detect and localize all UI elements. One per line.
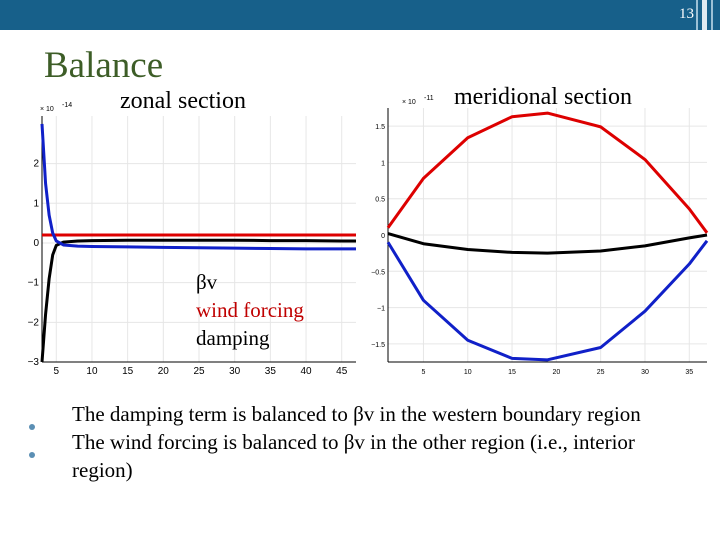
series-line bbox=[387, 232, 708, 255]
slide-title: Balance bbox=[44, 45, 164, 86]
bullet-item: The damping term is balanced to βv in th… bbox=[28, 400, 698, 430]
y-tick-label: 2 bbox=[33, 159, 39, 170]
y-tick-label: 1 bbox=[381, 160, 385, 167]
x-tick-label: 30 bbox=[641, 369, 649, 376]
x-tick-label: 5 bbox=[53, 366, 59, 377]
top-bar-stripe bbox=[702, 0, 707, 30]
top-bar: 13 bbox=[0, 0, 720, 30]
bullet-text: The damping term is balanced to βv in th… bbox=[72, 402, 641, 426]
y-tick-label: −1.5 bbox=[371, 342, 385, 349]
zonal-chart-title: zonal section bbox=[120, 88, 246, 114]
y-tick-label: −0.5 bbox=[371, 269, 385, 276]
x-tick-label: 20 bbox=[552, 369, 560, 376]
x-tick-label: 45 bbox=[336, 366, 348, 377]
x-tick-label: 10 bbox=[86, 366, 98, 377]
legend: βv wind forcing damping bbox=[196, 268, 304, 352]
y-tick-label: 1 bbox=[33, 198, 39, 209]
x-tick-label: 10 bbox=[464, 369, 472, 376]
axis-exponent-label: × 10 bbox=[40, 106, 54, 113]
x-tick-label: 40 bbox=[300, 366, 312, 377]
y-tick-label: −1 bbox=[28, 278, 40, 289]
legend-wind-forcing: wind forcing bbox=[196, 298, 304, 322]
series-line bbox=[40, 123, 356, 251]
x-tick-label: 35 bbox=[685, 369, 693, 376]
axis-exponent-power: -11 bbox=[424, 95, 434, 102]
legend-bv: βv bbox=[196, 270, 218, 294]
x-tick-label: 30 bbox=[229, 366, 241, 377]
y-tick-label: 0 bbox=[381, 233, 385, 240]
top-bar-stripe bbox=[711, 0, 713, 30]
y-tick-label: 0.5 bbox=[375, 197, 385, 204]
x-tick-label: 25 bbox=[193, 366, 205, 377]
series-line bbox=[40, 238, 356, 363]
x-tick-label: 20 bbox=[158, 366, 170, 377]
axis-exponent-label: × 10 bbox=[402, 99, 416, 106]
y-tick-label: 1.5 bbox=[375, 124, 385, 131]
x-tick-label: 35 bbox=[265, 366, 277, 377]
y-tick-label: 0 bbox=[33, 238, 39, 249]
series-line bbox=[386, 239, 709, 362]
meridional-chart-title: meridional section bbox=[454, 84, 632, 110]
bullet-item: The wind forcing is balanced to βv in th… bbox=[28, 428, 698, 484]
y-tick-label: −2 bbox=[28, 317, 40, 328]
x-tick-label: 25 bbox=[597, 369, 605, 376]
top-bar-stripe bbox=[696, 0, 698, 30]
y-tick-label: −1 bbox=[377, 306, 385, 313]
bullet-text: The wind forcing is balanced to βv in th… bbox=[72, 430, 635, 482]
bullet-icon bbox=[28, 438, 36, 458]
bullet-list: The damping term is balanced to βv in th… bbox=[28, 400, 698, 484]
bullet-icon bbox=[28, 410, 36, 430]
x-tick-label: 15 bbox=[122, 366, 134, 377]
x-tick-label: 15 bbox=[508, 369, 516, 376]
x-tick-label: 5 bbox=[421, 369, 425, 376]
legend-damping: damping bbox=[196, 326, 270, 350]
series-line bbox=[386, 111, 709, 234]
y-tick-label: −3 bbox=[28, 357, 40, 368]
slide-number: 13 bbox=[679, 6, 694, 22]
axis-exponent-power: -14 bbox=[62, 102, 72, 109]
